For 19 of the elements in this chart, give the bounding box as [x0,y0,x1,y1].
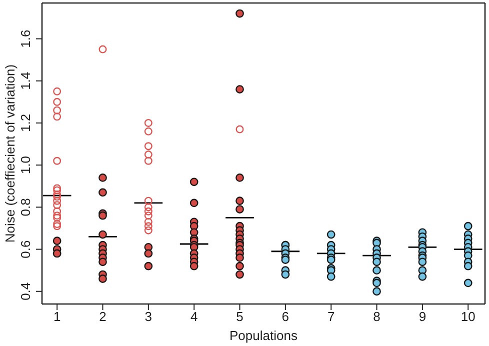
y-tick-label: 0.6 [18,240,33,258]
x-tick-label: 3 [144,309,152,324]
x-tick-label: 10 [460,309,476,324]
y-tick-label: 1.0 [18,156,33,174]
y-tick-label: 1.6 [18,30,33,48]
y-tick-label: 1.4 [18,72,33,90]
x-tick-label: 5 [236,309,244,324]
x-tick-label: 7 [327,309,335,324]
y-tick-label: 0.8 [18,198,33,216]
x-tick-label: 6 [282,309,290,324]
x-tick-label: 4 [190,309,198,324]
y-tick-label: 1.2 [18,114,33,132]
x-axis-title: Populations [230,328,298,343]
x-tick-label: 1 [53,309,61,324]
x-tick-label: 9 [418,309,426,324]
x-tick-label: 8 [373,309,380,324]
x-tick-label: 2 [99,309,106,324]
y-tick-label: 0.4 [18,282,33,300]
y-axis-title: Noise (coeffiecient of variation) [2,64,18,243]
